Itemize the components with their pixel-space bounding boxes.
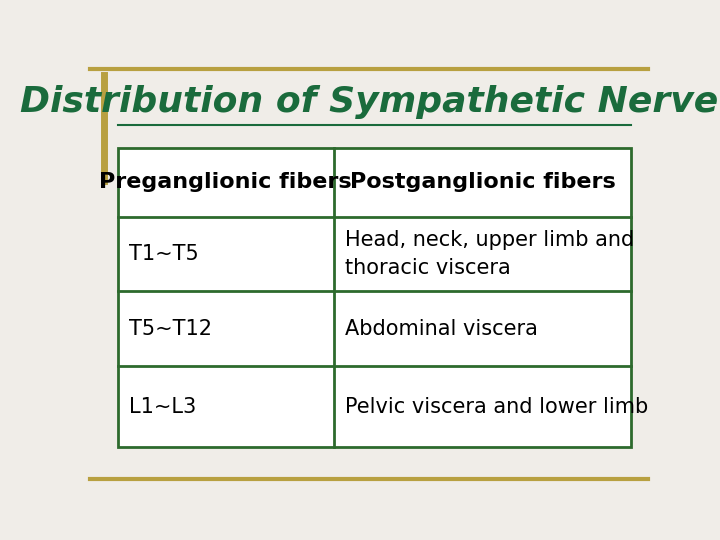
- Text: Head, neck, upper limb and
thoracic viscera: Head, neck, upper limb and thoracic visc…: [345, 230, 634, 278]
- Text: Abdominal viscera: Abdominal viscera: [345, 319, 538, 339]
- Bar: [118, 148, 631, 447]
- Text: Pelvic viscera and lower limb: Pelvic viscera and lower limb: [345, 397, 648, 417]
- Text: T5~T12: T5~T12: [129, 319, 212, 339]
- Text: T1~T5: T1~T5: [129, 244, 199, 264]
- Text: L1~L3: L1~L3: [129, 397, 197, 417]
- Text: Distribution of Sympathetic Nerve: Distribution of Sympathetic Nerve: [20, 85, 718, 119]
- Text: Preganglionic fibers: Preganglionic fibers: [99, 172, 352, 192]
- Text: Postganglionic fibers: Postganglionic fibers: [349, 172, 616, 192]
